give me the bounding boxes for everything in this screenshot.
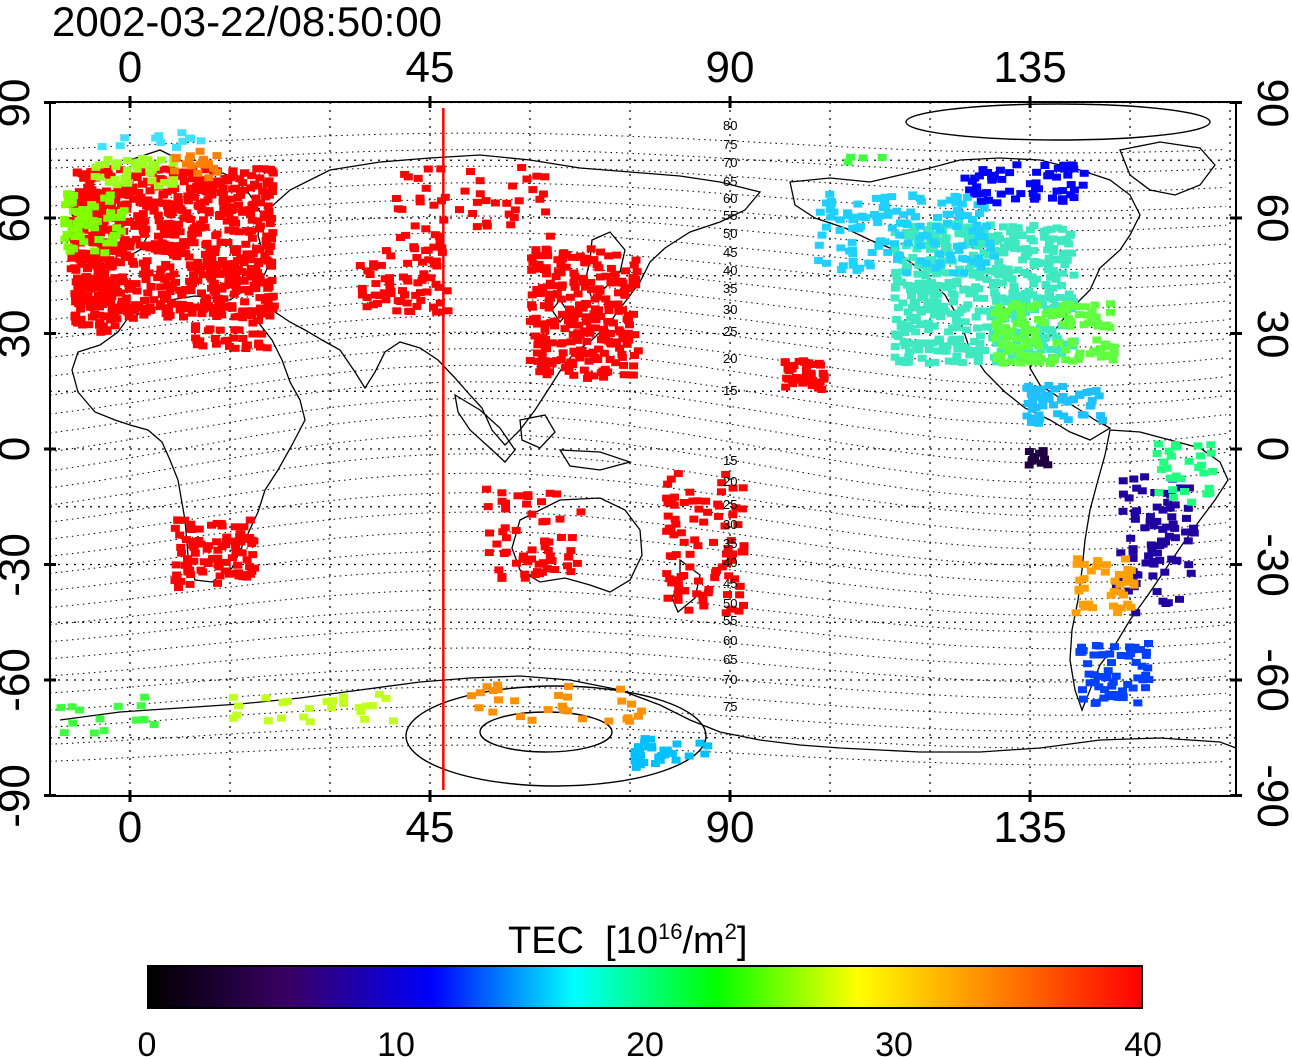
contour-label: 45	[723, 245, 738, 260]
contour-label: 15	[723, 453, 738, 468]
colorbar-gradient	[147, 965, 1143, 1009]
contour-label: 55	[723, 613, 738, 628]
colorbar-tick: 20	[626, 1026, 664, 1057]
bottom-lon-tick: 90	[705, 803, 755, 852]
colorbar-tick: 10	[377, 1026, 415, 1057]
contour-label: 40	[723, 263, 738, 278]
top-lon-tick: 90	[705, 43, 755, 92]
colorbar-tick: 0	[137, 1026, 157, 1057]
contour-label: 50	[723, 226, 738, 241]
bottom-lon-tick: 45	[405, 803, 455, 852]
map-timestamp: 2002-03-22/08:50:00	[52, 0, 442, 45]
colorbar-unit-exponent-2: 2	[724, 919, 737, 944]
top-lon-tick: 135	[993, 43, 1067, 92]
contour-label: 70	[723, 155, 738, 170]
colorbar-tick: 40	[1124, 1026, 1162, 1057]
tec-measurements	[56, 129, 1218, 771]
colorbar-unit-prefix: [10	[605, 920, 658, 962]
contour-label: 15	[723, 383, 738, 398]
contour-label: 75	[723, 137, 738, 152]
contour-label: 25	[723, 324, 738, 339]
bottom-lon-tick: 135	[993, 803, 1067, 852]
colorbar-unit-exponent: 16	[657, 919, 683, 944]
left-lat-tick: -90	[0, 763, 39, 828]
contour-label: 30	[723, 302, 738, 317]
contour-label: 55	[723, 208, 738, 223]
frame-tick-marks	[44, 96, 1242, 802]
contour-label: 45	[723, 576, 738, 591]
top-lon-tick: 0	[117, 43, 143, 92]
colorbar-unit-suffix: ]	[736, 920, 748, 962]
contour-label: 65	[723, 174, 738, 189]
right-lat-tick: -90	[1248, 763, 1292, 828]
contour-label: 60	[723, 191, 738, 206]
top-lon-tick: 45	[405, 43, 455, 92]
contour-label: 35	[723, 536, 738, 551]
contour-label: 75	[723, 699, 738, 714]
contour-label: 25	[723, 497, 738, 512]
contour-label: 65	[723, 652, 738, 667]
contour-label: 80	[723, 118, 738, 133]
contour-label: 20	[723, 474, 738, 489]
contour-label: 70	[723, 672, 738, 687]
contour-label: 60	[723, 633, 738, 648]
colorbar-quantity: TEC	[508, 920, 584, 962]
contour-label: 35	[723, 281, 738, 296]
bottom-lon-tick: 0	[117, 803, 143, 852]
colorbar-tick: 30	[875, 1026, 913, 1057]
contour-label: 20	[723, 351, 738, 366]
colorbar-unit-mid: /m	[682, 920, 725, 962]
contour-label: 30	[723, 517, 738, 532]
colorbar-title: TEC [1016/m2]	[508, 910, 747, 963]
contour-label: 50	[723, 596, 738, 611]
contour-label: 40	[723, 555, 738, 570]
